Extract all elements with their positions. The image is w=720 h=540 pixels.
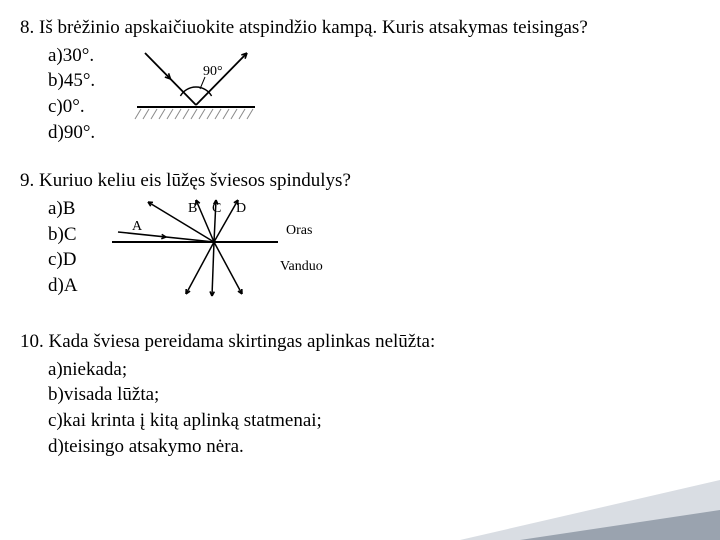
svg-text:C: C: [212, 201, 221, 216]
question-10-prompt: 10. Kada šviesa pereidama skirtingas apl…: [20, 330, 700, 355]
q10-option-c: c)kai krinta į kitą aplinką statmenai;: [48, 408, 700, 434]
q10-option-a: a)niekada;: [48, 357, 700, 383]
question-8: 8. Iš brėžinio apskaičiuokite atspindžio…: [20, 16, 700, 145]
refraction-diagram-icon: A BCD Oras Vanduo: [108, 190, 338, 300]
svg-text:Vanduo: Vanduo: [280, 259, 323, 274]
q8-option-d: d)90°.: [48, 120, 95, 146]
q8-figure: 90°: [131, 39, 261, 131]
question-8-prompt: 8. Iš brėžinio apskaičiuokite atspindžio…: [20, 16, 700, 41]
q9-figure: A BCD Oras Vanduo: [108, 190, 338, 306]
question-10: 10. Kada šviesa pereidama skirtingas apl…: [20, 330, 700, 459]
question-10-options: a)niekada; b)visada lūžta; c)kai krinta …: [48, 357, 700, 460]
q9-option-d: d)A: [48, 273, 78, 299]
svg-text:D: D: [236, 201, 246, 216]
question-8-row: a)30°. b)45°. c)0°. d)90°. 90°: [20, 43, 700, 146]
question-9: 9. Kuriuo keliu eis lūžęs šviesos spindu…: [20, 169, 700, 306]
q8-option-c: c)0°.: [48, 94, 95, 120]
q10-option-d: d)teisingo atsakymo nėra.: [48, 434, 700, 460]
q8-option-b: b)45°.: [48, 68, 95, 94]
svg-text:A: A: [132, 219, 143, 234]
q9-option-a: a)B: [48, 196, 78, 222]
q9-option-c: c)D: [48, 247, 78, 273]
svg-text:B: B: [188, 201, 197, 216]
svg-text:90°: 90°: [203, 64, 223, 79]
question-9-row: a)B b)C c)D d)A A BCD Oras Vanduo: [20, 196, 700, 306]
question-9-options: a)B b)C c)D d)A: [48, 196, 78, 299]
q9-option-b: b)C: [48, 222, 78, 248]
svg-text:Oras: Oras: [286, 223, 312, 238]
reflection-diagram-icon: 90°: [131, 39, 261, 125]
slide-corner-decoration: [460, 480, 720, 540]
question-8-options: a)30°. b)45°. c)0°. d)90°.: [48, 43, 95, 146]
q10-option-b: b)visada lūžta;: [48, 382, 700, 408]
q8-option-a: a)30°.: [48, 43, 95, 69]
